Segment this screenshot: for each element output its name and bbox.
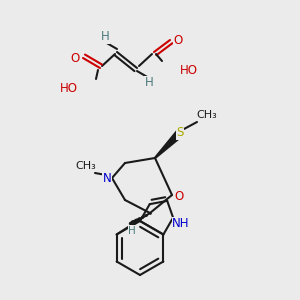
Text: O: O — [173, 34, 183, 46]
Text: H: H — [100, 31, 109, 44]
Text: CH₃: CH₃ — [196, 110, 218, 120]
Text: H: H — [145, 76, 153, 89]
Text: NH: NH — [172, 217, 190, 230]
Text: CH₃: CH₃ — [76, 161, 96, 171]
Text: O: O — [174, 190, 184, 203]
Text: O: O — [70, 52, 80, 64]
Text: HO: HO — [60, 82, 78, 94]
Polygon shape — [154, 130, 183, 158]
Text: H: H — [128, 226, 136, 236]
Text: HO: HO — [180, 64, 198, 76]
Text: S: S — [176, 127, 184, 140]
Text: N: N — [103, 172, 111, 184]
